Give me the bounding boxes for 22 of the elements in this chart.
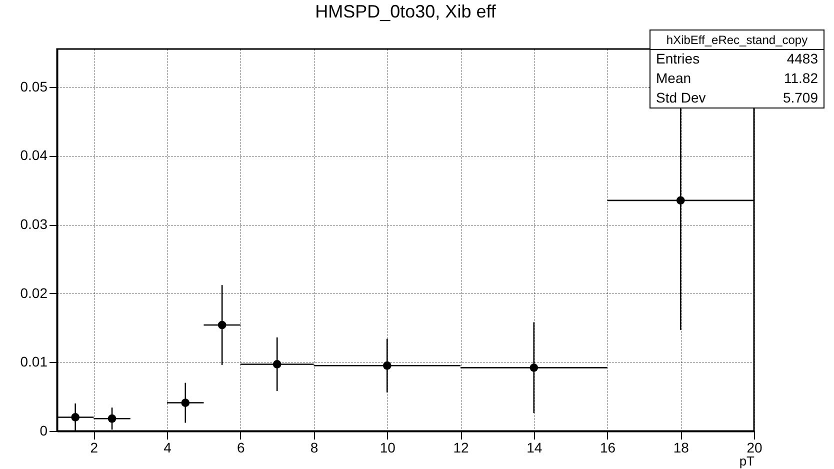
x-tick-label: 18: [673, 440, 690, 456]
text: hXibEff_eRec_stand_copy: [666, 32, 808, 47]
x-tick-label: 14: [526, 440, 542, 456]
x-tick-label: 12: [453, 440, 470, 456]
y-tick-label: 0.03: [20, 216, 48, 232]
x-tick-label: 6: [237, 440, 246, 456]
x-axis-title: pT: [739, 454, 755, 468]
x-tick-label: 16: [600, 440, 616, 456]
y-tick-label: 0.04: [20, 147, 48, 164]
x-tick-label: 4: [164, 440, 172, 456]
y-tick-label: 0.01: [20, 354, 48, 370]
x-tick-label: 2: [90, 440, 98, 456]
text: Std Dev 5.709: [656, 89, 818, 106]
y-tick-label: 0: [40, 422, 48, 438]
x-tick-label: 10: [380, 440, 396, 456]
chart-title: HMSPD_0to30, Xib eff: [315, 2, 497, 22]
y-tick-label: 0.05: [20, 78, 48, 94]
text: Entries 4483: [656, 50, 818, 66]
y-tick-label: 0.02: [20, 284, 48, 301]
text: Mean 11.82: [656, 70, 818, 86]
x-tick-label: 8: [310, 440, 318, 456]
x-tick-label: 20: [746, 440, 762, 456]
